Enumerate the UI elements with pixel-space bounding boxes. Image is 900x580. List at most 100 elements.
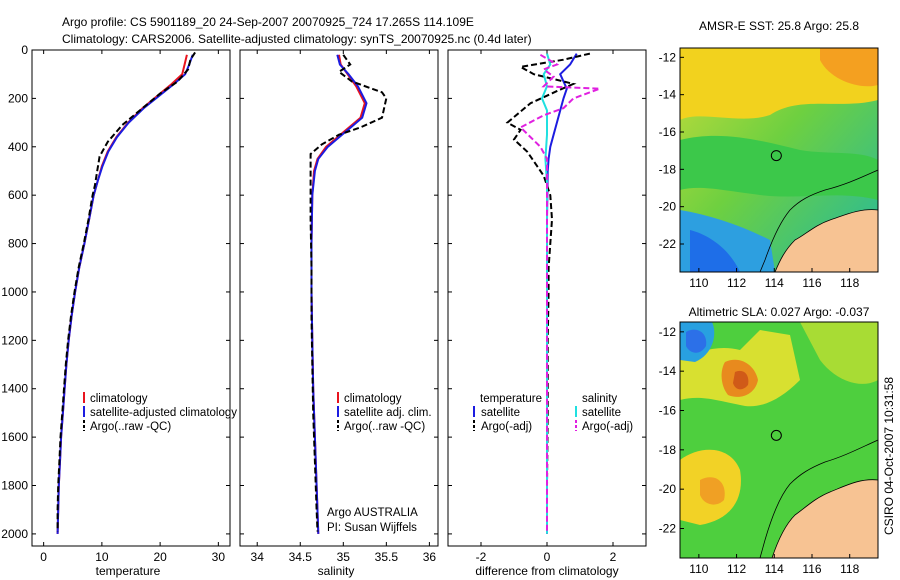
map-y-tick-label: -16: [659, 404, 677, 418]
map-x-tick-label: 116: [802, 562, 821, 576]
bathymetry-contour-top: [759, 169, 878, 272]
legend-label-temp-satellite: satellite: [481, 407, 520, 419]
temperature-x-axis: 0 10 20 30: [40, 50, 225, 564]
temperature-plot-frame: [31, 49, 231, 547]
salinity-xlabel: salinity: [318, 564, 355, 578]
depth-tick-label: 1800: [1, 479, 28, 493]
difference-series: [505, 52, 601, 534]
map-x-tick-label: 118: [840, 562, 859, 576]
legend-label-sal-argo: Argo(-adj): [582, 421, 633, 433]
sst-map-axes: 110 112 114 116 118 -12 -14 -16 -18 -20 -22: [659, 50, 860, 290]
sst-map-frame: [679, 47, 879, 273]
map-y-tick-label: -18: [659, 162, 677, 176]
map-x-tick-label: 110: [689, 562, 708, 576]
sla-map: Altimetric SLA: 0.027 Argo: -0.037 110 11…: [659, 305, 879, 576]
depth-tick-label: 1400: [1, 382, 28, 396]
salinity-x-axis: 34 34.5 35 35.5 36: [240, 49, 438, 564]
x-tick-label: 35: [337, 550, 351, 564]
land-wa-top: [774, 209, 878, 272]
depth-tick-label: 600: [8, 188, 28, 202]
x-tick-label: 20: [153, 550, 167, 564]
bathymetry-contour-bottom: [759, 439, 878, 558]
depth-axis: 0 200 400 600 800 1000 1200 1400 1600 1800 2000: [1, 43, 230, 541]
legend-label-temp-argo: Argo(-adj): [481, 421, 532, 433]
x-tick-label: 2: [610, 550, 617, 564]
sla-red-core: [733, 370, 749, 390]
series-line-argo-raw-qc-: [56, 51, 196, 532]
series-line-argo-adj-: [518, 53, 601, 534]
depth-tick-label: 200: [8, 91, 28, 105]
map-x-tick-label: 118: [840, 276, 859, 290]
temperature-legend: climatology satellite-adjusted climatolo…: [83, 392, 237, 433]
salinity-plot-frame: [239, 49, 439, 547]
sst-mid-band: [680, 135, 878, 200]
map-x-tick-label: 116: [802, 276, 821, 290]
map-x-tick-label: 112: [727, 276, 746, 290]
map-x-tick-label: 110: [689, 276, 708, 290]
sst-map-title: AMSR-E SST: 25.8 Argo: 25.8: [699, 19, 859, 33]
map-x-tick-label: 114: [765, 276, 784, 290]
x-tick-label: 0: [544, 550, 551, 564]
temperature-series: [56, 51, 196, 534]
map-y-tick-label: -14: [659, 364, 677, 378]
argo-credit-line2: PI: Susan Wijffels: [327, 522, 417, 534]
sla-orange-patch-2: [700, 477, 725, 505]
difference-x-axis: -2 0 2: [448, 49, 646, 564]
map-y-tick-label: -22: [659, 522, 677, 536]
legend-label-climatology: climatology: [90, 393, 148, 405]
legend-label-argo: Argo(..raw -QC): [90, 421, 171, 433]
difference-legend: temperature satellite Argo(-adj) salinit…: [473, 393, 633, 433]
x-tick-label: 35.5: [375, 550, 399, 564]
argo-position-marker: [770, 429, 782, 441]
temperature-panel: 0 200 400 600 800 1000 1200 1400 1600 1800 2000 0 1…: [1, 43, 237, 578]
map-y-tick-label: -22: [659, 237, 677, 251]
x-tick-label: -2: [476, 550, 487, 564]
argo-position-marker: [770, 150, 782, 162]
map-y-tick-label: -12: [659, 325, 677, 339]
depth-tick-label: 800: [8, 237, 28, 251]
x-tick-label: 36: [423, 550, 437, 564]
legend-label-satellite: satellite-adjusted climatology: [90, 407, 237, 419]
x-tick-label: 30: [212, 550, 226, 564]
depth-tick-label: 2000: [1, 527, 28, 541]
depth-tick-label: 400: [8, 140, 28, 154]
argo-credit-line1: Argo AUSTRALIA: [327, 507, 418, 519]
map-y-tick-label: -20: [659, 482, 677, 496]
legend-label-sal-satellite: satellite: [582, 407, 621, 419]
depth-tick-label: 1600: [1, 430, 28, 444]
legend-title-salinity: salinity: [582, 393, 617, 405]
series-line-argo-adj-: [505, 52, 591, 534]
sla-field: [680, 322, 878, 558]
sla-yellow-patch-2: [800, 322, 878, 384]
series-line-argo-raw-qc-: [309, 54, 388, 532]
depth-tick-label: 1200: [1, 333, 28, 347]
legend-title-temperature: temperature: [480, 393, 542, 405]
depth-tick-label: 1000: [1, 285, 28, 299]
legend-label-argo: Argo(..raw -QC): [344, 421, 425, 433]
map-y-tick-label: -18: [659, 443, 677, 457]
land-wa-bottom: [771, 479, 878, 558]
sla-cyan-ring: [686, 329, 707, 353]
x-tick-label: 34: [251, 550, 265, 564]
map-x-tick-label: 114: [765, 562, 784, 576]
x-tick-label: 34.5: [289, 550, 313, 564]
sla-map-frame: [679, 321, 879, 559]
sst-deep-cool: [690, 230, 740, 272]
temperature-xlabel: temperature: [96, 564, 161, 578]
map-y-tick-label: -14: [659, 88, 677, 102]
salinity-series: [309, 54, 388, 534]
x-tick-label: 10: [95, 550, 109, 564]
legend-label-satellite: satellite adj. clim.: [344, 407, 432, 419]
map-x-tick-label: 112: [727, 562, 746, 576]
header-line2: Climatology: CARS2006. Satellite-adjuste…: [62, 32, 532, 46]
salinity-legend: climatology satellite adj. clim. Argo(..…: [337, 392, 432, 433]
header-line1: Argo profile: CS 5901189_20 24-Sep-2007 …: [62, 15, 474, 29]
sst-orange-patch: [820, 48, 878, 87]
map-y-tick-label: -12: [659, 50, 677, 64]
legend-label-climatology: climatology: [344, 393, 402, 405]
side-timestamp: CSIRO 04-Oct-2007 10:31:58: [882, 377, 896, 535]
map-y-tick-label: -16: [659, 125, 677, 139]
sst-map: AMSR-E SST: 25.8 Argo: 25.8 110 112 114 116…: [659, 19, 879, 290]
sla-map-axes: 110 112 114 116 118 -12 -14 -16 -18 -20 -22: [659, 325, 860, 576]
